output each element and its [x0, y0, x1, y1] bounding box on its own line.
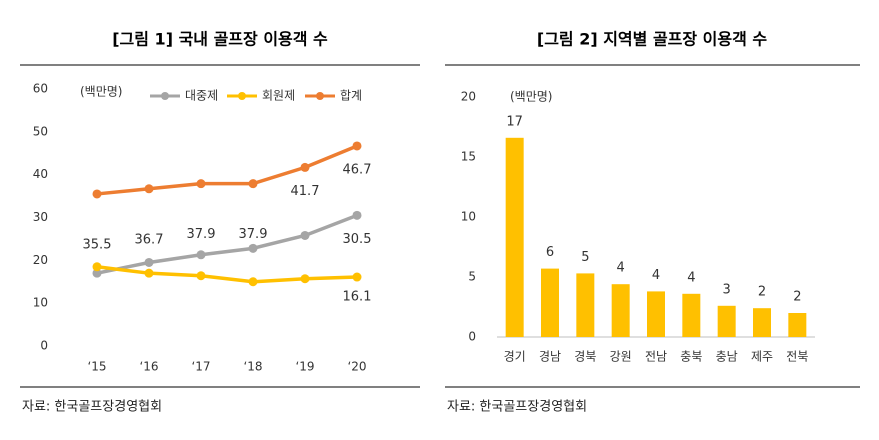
data-point — [92, 262, 102, 272]
data-point — [144, 268, 154, 278]
x-tick-label: ‘15 — [87, 360, 106, 374]
bar — [753, 308, 771, 337]
y-tick-label: 0 — [40, 339, 48, 353]
data-label: 3 — [723, 282, 731, 297]
data-label: 2 — [758, 285, 766, 300]
x-tick-label: 경기 — [504, 350, 526, 364]
y-tick-label: 30 — [33, 210, 48, 224]
bar — [717, 305, 736, 337]
data-label: 36.7 — [135, 232, 164, 247]
x-tick-label: 경남 — [539, 350, 561, 364]
data-point — [248, 243, 258, 253]
data-point — [144, 184, 154, 194]
data-point — [196, 250, 206, 260]
y-tick-label: 20 — [33, 253, 48, 267]
data-label: 6 — [546, 245, 554, 260]
data-label: 16.1 — [343, 290, 372, 305]
y-tick-label: 20 — [461, 90, 476, 104]
data-label: 4 — [617, 261, 625, 276]
data-label: 46.7 — [343, 162, 372, 177]
bar — [541, 268, 559, 337]
y-tick-label: 5 — [468, 270, 476, 284]
data-point — [196, 179, 206, 189]
x-tick-label: 제주 — [751, 350, 773, 364]
source: 자료: 한국골프장경영협회 — [22, 400, 162, 415]
data-point — [300, 230, 310, 240]
x-tick-label: ‘17 — [191, 360, 210, 374]
series-line — [96, 213, 358, 275]
data-point — [352, 141, 362, 151]
x-tick-label: 강원 — [610, 350, 632, 364]
bar — [505, 137, 524, 337]
legend-swatch — [161, 92, 169, 100]
data-point — [352, 210, 362, 220]
data-label: 37.9 — [187, 227, 216, 242]
y-label: (백만명) — [510, 90, 552, 104]
x-tick-label: ‘18 — [243, 360, 262, 374]
data-label: 30.5 — [343, 232, 372, 247]
data-label: 4 — [687, 270, 695, 285]
bar — [611, 284, 630, 337]
legend-swatch — [238, 92, 246, 100]
y-tick-label: 10 — [461, 210, 476, 224]
data-point — [352, 272, 362, 282]
y-tick-label: 50 — [33, 124, 48, 138]
legend-label: 회원제 — [262, 89, 295, 103]
legend-label: 대중제 — [185, 89, 218, 103]
data-label: 35.5 — [83, 237, 112, 252]
x-tick-label: ‘19 — [295, 360, 314, 374]
x-tick-label: ‘16 — [139, 360, 158, 374]
data-label: 17 — [506, 114, 523, 129]
data-point — [92, 268, 102, 278]
x-tick-label: 전북 — [786, 350, 808, 364]
y-tick-label: 40 — [33, 167, 48, 181]
y-tick-label: 60 — [33, 82, 48, 96]
chart-title: [그림 1] 국내 골프장 이용객 수 — [112, 30, 328, 49]
bar — [647, 291, 665, 337]
x-tick-label: 충북 — [680, 350, 702, 364]
x-tick-label: 전남 — [645, 350, 667, 364]
series-line — [96, 265, 358, 284]
legend-label: 합계 — [340, 89, 362, 103]
data-label: 4 — [652, 268, 660, 283]
bar — [682, 293, 701, 337]
data-point — [196, 271, 206, 281]
bar — [788, 313, 807, 337]
data-label: 2 — [793, 290, 801, 305]
data-label: 37.9 — [239, 227, 268, 242]
data-point — [92, 189, 102, 199]
x-tick-label: ‘20 — [347, 360, 366, 374]
legend-swatch — [316, 92, 324, 100]
y-tick-label: 0 — [468, 330, 476, 344]
source: 자료: 한국골프장경영협회 — [447, 400, 587, 415]
data-point — [144, 257, 154, 267]
x-tick-label: 경북 — [574, 350, 596, 364]
series-line — [96, 144, 358, 196]
data-point — [300, 162, 310, 172]
x-tick-label: 충남 — [716, 350, 738, 364]
y-label: (백만명) — [80, 85, 122, 99]
data-label: 5 — [581, 250, 589, 265]
data-label: 41.7 — [291, 184, 320, 199]
y-tick-label: 15 — [461, 150, 476, 164]
data-point — [300, 274, 310, 284]
bar — [576, 273, 595, 337]
data-point — [248, 179, 258, 189]
chart-title: [그림 2] 지역별 골프장 이용객 수 — [537, 30, 768, 49]
y-tick-label: 10 — [33, 296, 48, 310]
data-point — [248, 277, 258, 287]
